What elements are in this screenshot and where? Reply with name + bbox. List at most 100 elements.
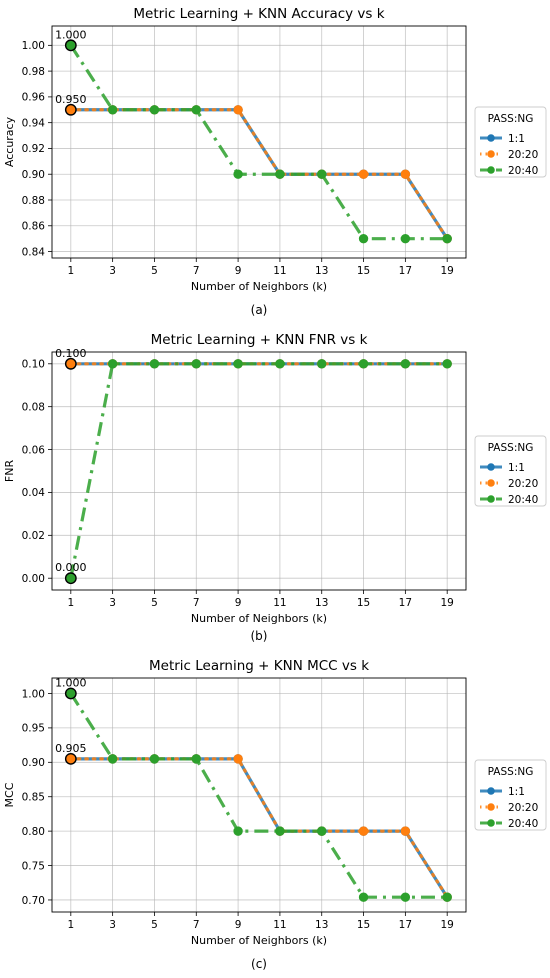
x-tick-label: 13 <box>315 597 328 609</box>
y-tick-label: 0.08 <box>22 401 45 413</box>
data-label: 0.950 <box>55 93 87 106</box>
x-tick-label: 17 <box>399 597 412 609</box>
data-point <box>317 359 327 369</box>
x-tick-label: 3 <box>109 265 116 277</box>
y-tick-label: 0.92 <box>22 143 45 155</box>
data-point <box>66 573 76 583</box>
data-label: 0.905 <box>55 742 87 755</box>
legend-marker <box>487 803 495 811</box>
legend-label: 1:1 <box>508 462 525 474</box>
series-line-20-20 <box>69 757 449 899</box>
x-tick-label: 17 <box>399 265 412 277</box>
plot-frame <box>51 351 467 591</box>
x-tick-label: 5 <box>151 919 158 931</box>
data-label: 1.000 <box>55 676 87 689</box>
data-point <box>66 754 76 764</box>
y-tick-label: 0.06 <box>22 444 46 456</box>
data-label: 0.000 <box>55 561 87 574</box>
x-tick-label: 11 <box>273 597 286 609</box>
data-point <box>442 892 452 902</box>
data-point <box>233 754 243 764</box>
x-tick-label: 11 <box>273 265 286 277</box>
legend-label: 1:1 <box>508 786 525 798</box>
chart-title: Metric Learning + KNN Accuracy vs k <box>133 6 384 22</box>
x-tick-label: 15 <box>357 597 370 609</box>
highlight-marker <box>64 39 77 52</box>
data-point <box>275 359 285 369</box>
x-tick-label: 9 <box>235 265 242 277</box>
y-tick-label: 0.95 <box>22 723 45 735</box>
legend-title: PASS:NG <box>488 113 534 125</box>
data-point <box>400 169 411 179</box>
x-tick-label: 19 <box>440 265 453 277</box>
highlight-marker <box>64 752 77 765</box>
data-point <box>66 359 76 369</box>
y-tick-label: 0.94 <box>22 117 46 129</box>
y-tick-label: 0.84 <box>22 246 46 258</box>
y-tick-label: 1.00 <box>22 688 45 700</box>
y-tick-label: 0.86 <box>22 221 46 233</box>
data-point <box>358 169 369 179</box>
x-tick-label: 9 <box>235 919 242 931</box>
legend: PASS:NG 1:1 20:20 20:40 <box>474 759 547 831</box>
x-tick-label: 11 <box>273 919 286 931</box>
legend-box <box>474 435 547 507</box>
x-tick-label: 15 <box>357 265 370 277</box>
x-tick-label: 13 <box>315 265 328 277</box>
chart-3: 1 3 5 7 9 11 13 15 17 190.700.750.800.850.900.951… <box>3 658 547 971</box>
data-point <box>107 359 118 369</box>
x-tick-label: 1 <box>67 265 74 277</box>
y-tick-label: 0.90 <box>22 169 45 181</box>
x-tick-label: 17 <box>399 919 412 931</box>
y-tick-label: 0.10 <box>22 359 45 371</box>
data-point <box>66 688 76 699</box>
highlight-marker <box>64 357 77 370</box>
x-tick-label: 9 <box>235 597 242 609</box>
y-axis-label: FNR <box>3 460 16 483</box>
data-point <box>400 359 411 369</box>
y-tick-label: 0.75 <box>22 860 45 872</box>
x-tick-label: 3 <box>109 919 116 931</box>
data-point <box>400 233 411 244</box>
y-tick-label: 0.90 <box>22 757 45 769</box>
data-point <box>66 40 76 51</box>
legend-label: 20:20 <box>508 802 538 814</box>
legend-marker <box>487 479 495 487</box>
x-axis-label: Number of Neighbors (k) <box>191 280 327 293</box>
legend-title: PASS:NG <box>488 766 534 778</box>
data-point <box>233 169 243 179</box>
x-tick-label: 19 <box>440 597 453 609</box>
series-line-20-40 <box>69 362 448 579</box>
data-point <box>233 826 243 836</box>
x-tick-label: 1 <box>67 919 74 931</box>
legend-box <box>474 106 547 178</box>
legend-label: 20:40 <box>508 818 538 830</box>
data-point <box>442 359 452 369</box>
legend-marker <box>487 787 495 795</box>
highlight-marker <box>64 687 77 700</box>
legend-label: 1:1 <box>508 133 525 145</box>
data-label: 1.000 <box>55 28 87 41</box>
y-tick-label: 0.02 <box>22 530 45 542</box>
legend-marker <box>487 166 495 174</box>
figure-caption: (a) <box>251 303 268 317</box>
data-point <box>66 105 76 115</box>
data-point <box>400 826 411 836</box>
y-axis-label: MCC <box>3 782 16 807</box>
legend-label: 20:20 <box>508 149 538 161</box>
highlight-marker <box>64 103 77 116</box>
x-tick-label: 13 <box>315 919 328 931</box>
chart-title: Metric Learning + KNN MCC vs k <box>149 658 369 674</box>
chart-title: Metric Learning + KNN FNR vs k <box>151 332 368 348</box>
legend-marker <box>487 150 495 158</box>
x-tick-label: 7 <box>193 265 200 277</box>
x-tick-label: 5 <box>151 265 158 277</box>
y-tick-label: 0.85 <box>22 792 45 804</box>
y-tick-label: 0.00 <box>22 573 45 585</box>
data-point <box>191 359 201 369</box>
x-tick-label: 7 <box>193 919 200 931</box>
data-point <box>275 169 285 179</box>
data-point <box>191 105 201 115</box>
data-point <box>317 826 327 836</box>
legend-marker <box>487 819 495 827</box>
